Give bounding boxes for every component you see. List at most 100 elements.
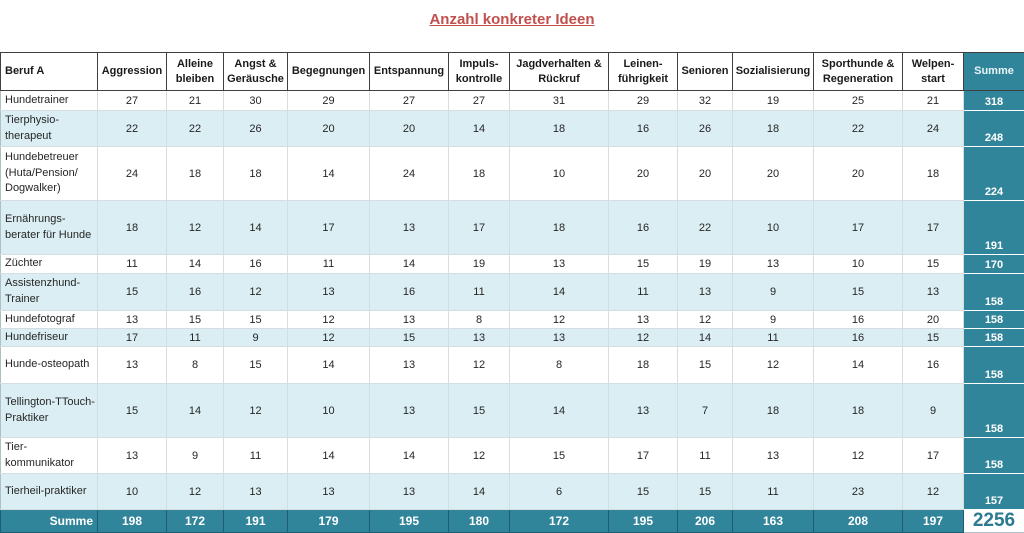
footer-sum-cell[interactable]: 172 — [510, 510, 609, 533]
data-cell[interactable]: 14 — [288, 347, 370, 384]
data-cell[interactable]: 27 — [449, 91, 510, 111]
data-cell[interactable]: 21 — [167, 91, 224, 111]
data-cell[interactable]: 25 — [814, 91, 903, 111]
data-cell[interactable]: 16 — [814, 311, 903, 329]
data-cell[interactable]: 24 — [98, 147, 167, 201]
column-header-6[interactable]: Impuls-kontrolle — [449, 53, 510, 91]
data-cell[interactable]: 12 — [288, 311, 370, 329]
data-cell[interactable]: 12 — [733, 347, 814, 384]
data-cell[interactable]: 13 — [98, 438, 167, 474]
data-cell[interactable]: 14 — [449, 111, 510, 147]
data-cell[interactable]: 19 — [733, 91, 814, 111]
row-sum-cell[interactable]: 318 — [964, 91, 1024, 111]
data-cell[interactable]: 14 — [288, 147, 370, 201]
data-cell[interactable]: 22 — [678, 201, 733, 255]
data-cell[interactable]: 14 — [288, 438, 370, 474]
data-cell[interactable]: 15 — [224, 311, 288, 329]
data-cell[interactable]: 18 — [510, 111, 609, 147]
row-label[interactable]: Hundefotograf — [1, 311, 98, 329]
data-cell[interactable]: 13 — [370, 201, 449, 255]
row-label[interactable]: Tierphysio-therapeut — [1, 111, 98, 147]
data-cell[interactable]: 8 — [449, 311, 510, 329]
data-cell[interactable]: 15 — [98, 384, 167, 438]
data-cell[interactable]: 29 — [288, 91, 370, 111]
data-cell[interactable]: 29 — [609, 91, 678, 111]
data-cell[interactable]: 24 — [903, 111, 964, 147]
data-cell[interactable]: 13 — [510, 329, 609, 347]
data-cell[interactable]: 27 — [98, 91, 167, 111]
data-cell[interactable]: 10 — [98, 474, 167, 510]
row-label[interactable]: Hundebetreuer (Huta/Pension/ Dogwalker) — [1, 147, 98, 201]
data-cell[interactable]: 13 — [370, 384, 449, 438]
data-cell[interactable]: 14 — [370, 255, 449, 274]
footer-sum-cell[interactable]: 163 — [733, 510, 814, 533]
data-cell[interactable]: 13 — [903, 274, 964, 311]
data-cell[interactable]: 13 — [224, 474, 288, 510]
row-sum-cell[interactable]: 157 — [964, 474, 1024, 510]
data-cell[interactable]: 11 — [609, 274, 678, 311]
data-cell[interactable]: 18 — [224, 147, 288, 201]
data-cell[interactable]: 20 — [609, 147, 678, 201]
data-cell[interactable]: 20 — [370, 111, 449, 147]
row-sum-cell[interactable]: 158 — [964, 384, 1024, 438]
sum-column-header[interactable]: Summe — [964, 53, 1024, 91]
row-sum-cell[interactable]: 158 — [964, 329, 1024, 347]
data-cell[interactable]: 11 — [288, 255, 370, 274]
data-cell[interactable]: 19 — [678, 255, 733, 274]
row-label[interactable]: Assistenzhund-Trainer — [1, 274, 98, 311]
data-cell[interactable]: 12 — [678, 311, 733, 329]
footer-label[interactable]: Summe — [1, 510, 98, 533]
data-cell[interactable]: 9 — [733, 274, 814, 311]
data-cell[interactable]: 15 — [609, 474, 678, 510]
data-cell[interactable]: 27 — [370, 91, 449, 111]
data-cell[interactable]: 11 — [98, 255, 167, 274]
data-cell[interactable]: 12 — [510, 311, 609, 329]
data-cell[interactable]: 18 — [903, 147, 964, 201]
data-cell[interactable]: 32 — [678, 91, 733, 111]
data-cell[interactable]: 15 — [609, 255, 678, 274]
data-cell[interactable]: 13 — [733, 255, 814, 274]
data-cell[interactable]: 11 — [733, 474, 814, 510]
data-cell[interactable]: 12 — [449, 438, 510, 474]
data-cell[interactable]: 18 — [733, 111, 814, 147]
data-cell[interactable]: 10 — [288, 384, 370, 438]
data-cell[interactable]: 13 — [370, 311, 449, 329]
data-cell[interactable]: 30 — [224, 91, 288, 111]
data-cell[interactable]: 13 — [98, 311, 167, 329]
data-cell[interactable]: 20 — [678, 147, 733, 201]
data-cell[interactable]: 17 — [903, 201, 964, 255]
footer-sum-cell[interactable]: 206 — [678, 510, 733, 533]
data-cell[interactable]: 12 — [224, 384, 288, 438]
data-cell[interactable]: 14 — [510, 384, 609, 438]
column-header-2[interactable]: Alleine bleiben — [167, 53, 224, 91]
row-sum-cell[interactable]: 158 — [964, 274, 1024, 311]
column-header-9[interactable]: Senioren — [678, 53, 733, 91]
data-cell[interactable]: 14 — [449, 474, 510, 510]
data-cell[interactable]: 15 — [167, 311, 224, 329]
data-cell[interactable]: 14 — [167, 255, 224, 274]
data-cell[interactable]: 17 — [814, 201, 903, 255]
data-cell[interactable]: 8 — [167, 347, 224, 384]
data-cell[interactable]: 9 — [903, 384, 964, 438]
row-sum-cell[interactable]: 158 — [964, 311, 1024, 329]
column-header-7[interactable]: Jagdverhalten & Rückruf — [510, 53, 609, 91]
data-cell[interactable]: 11 — [224, 438, 288, 474]
row-label[interactable]: Ernährungs-berater für Hunde — [1, 201, 98, 255]
row-sum-cell[interactable]: 191 — [964, 201, 1024, 255]
data-cell[interactable]: 18 — [814, 384, 903, 438]
data-cell[interactable]: 13 — [288, 274, 370, 311]
footer-sum-cell[interactable]: 208 — [814, 510, 903, 533]
row-label[interactable]: Hundetrainer — [1, 91, 98, 111]
data-cell[interactable]: 14 — [224, 201, 288, 255]
data-cell[interactable]: 13 — [370, 347, 449, 384]
data-cell[interactable]: 8 — [510, 347, 609, 384]
data-cell[interactable]: 15 — [678, 474, 733, 510]
data-cell[interactable]: 12 — [167, 474, 224, 510]
footer-sum-cell[interactable]: 195 — [609, 510, 678, 533]
data-cell[interactable]: 10 — [814, 255, 903, 274]
data-cell[interactable]: 16 — [903, 347, 964, 384]
data-cell[interactable]: 17 — [903, 438, 964, 474]
data-cell[interactable]: 9 — [733, 311, 814, 329]
data-cell[interactable]: 11 — [167, 329, 224, 347]
data-cell[interactable]: 15 — [814, 274, 903, 311]
